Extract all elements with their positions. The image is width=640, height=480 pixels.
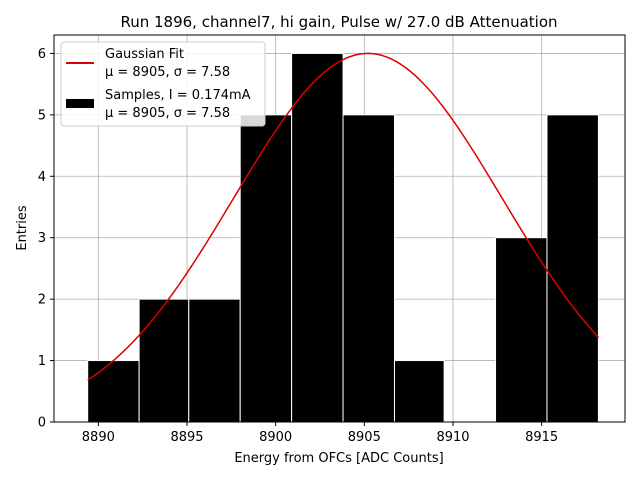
histogram-bar [138, 298, 190, 423]
histogram-bars [87, 52, 599, 423]
x-tick-label: 8910 [436, 430, 469, 445]
x-tick-label: 8890 [82, 430, 115, 445]
histogram-bar [546, 114, 599, 423]
legend-fit-name: Gaussian Fit [105, 47, 184, 62]
x-tick-label: 8905 [348, 430, 381, 445]
chart-title: Run 1896, channel7, hi gain, Pulse w/ 27… [120, 13, 557, 31]
legend-samples-swatch [66, 99, 94, 108]
histogram-bar [495, 237, 548, 423]
legend-samples-name: Samples, I = 0.174mA [105, 88, 251, 103]
y-tick-label: 0 [38, 416, 46, 431]
histogram-bar [188, 298, 241, 423]
x-axis-label: Energy from OFCs [ADC Counts] [234, 451, 443, 466]
y-tick-label: 4 [38, 170, 46, 185]
histogram-bar [87, 360, 140, 423]
plot-frame [53, 34, 626, 423]
legend-fit-stats: μ = 8905, σ = 7.58 [105, 65, 230, 80]
y-axis-label: Entries [15, 205, 30, 251]
histogram-bar [291, 52, 344, 423]
y-tick-label: 1 [38, 354, 46, 369]
y-axis-ticks: 0 1 2 3 4 5 6 [38, 47, 54, 431]
x-tick-label: 8915 [525, 430, 558, 445]
y-tick-label: 5 [38, 108, 46, 123]
y-tick-label: 3 [38, 231, 46, 246]
histogram-bar [239, 114, 293, 423]
x-tick-label: 8900 [259, 430, 292, 445]
y-tick-label: 2 [38, 293, 46, 308]
legend: Gaussian Fit μ = 8905, σ = 7.58 Samples,… [60, 41, 266, 127]
x-axis-ticks: 8890 8895 8900 8905 8910 8915 [82, 422, 558, 445]
histogram-bar [342, 114, 395, 423]
legend-box [60, 41, 266, 127]
legend-samples-stats: μ = 8905, σ = 7.58 [105, 106, 230, 121]
x-tick-label: 8895 [170, 430, 203, 445]
histogram-bar [393, 360, 445, 423]
y-tick-label: 6 [38, 47, 46, 62]
gaussian-fit-line [87, 52, 599, 381]
